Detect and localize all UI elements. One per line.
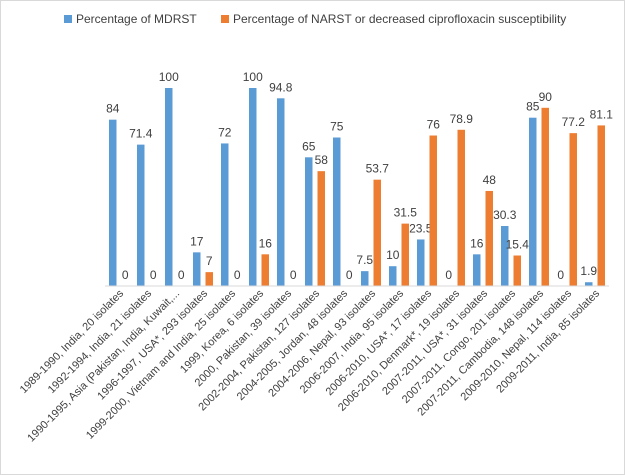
narst-value-label-12: 76 xyxy=(427,118,441,132)
mdrst-value-label-12: 23.5 xyxy=(409,221,433,235)
narst-bar-18 xyxy=(597,125,605,286)
narst-value-label-2: 0 xyxy=(150,268,157,282)
mdrst-bar-12 xyxy=(417,239,425,286)
narst-bar-6 xyxy=(261,254,269,286)
mdrst-bar-6 xyxy=(249,88,257,286)
narst-bar-12 xyxy=(429,135,437,286)
mdrst-bar-10 xyxy=(361,271,369,286)
mdrst-bar-5 xyxy=(221,143,229,286)
mdrst-value-label-5: 72 xyxy=(218,125,232,139)
narst-bar-15 xyxy=(513,255,521,286)
legend-swatch-1 xyxy=(64,15,72,23)
mdrst-value-label-10: 7.5 xyxy=(356,253,373,267)
mdrst-value-label-6: 100 xyxy=(243,70,263,84)
narst-value-label-13: 78.9 xyxy=(450,112,474,126)
mdrst-value-label-15: 30.3 xyxy=(493,208,517,222)
mdrst-value-label-14: 16 xyxy=(470,236,484,250)
narst-value-label-3: 0 xyxy=(178,268,185,282)
narst-value-label-15: 15.4 xyxy=(506,238,530,252)
narst-value-label-10: 53.7 xyxy=(366,162,390,176)
legend: Percentage of MDRST Percentage of NARST o… xyxy=(64,12,566,26)
narst-bar-10 xyxy=(373,179,381,286)
mdrst-bar-9 xyxy=(333,137,341,286)
mdrst-bar-8 xyxy=(305,157,313,286)
narst-bar-4 xyxy=(205,272,213,286)
narst-value-label-1: 0 xyxy=(122,268,129,282)
mdrst-value-label-3: 100 xyxy=(159,70,179,84)
mdrst-bar-7 xyxy=(277,98,285,286)
x-axis: 1989-1990, India, 20 isolates1992-1994, … xyxy=(18,285,609,444)
mdrst-bar-4 xyxy=(193,252,201,286)
mdrst-value-label-9: 75 xyxy=(330,120,344,134)
mdrst-value-label-1: 84 xyxy=(106,102,120,116)
narst-value-label-16: 90 xyxy=(539,90,553,104)
narst-bar-17 xyxy=(569,133,577,286)
narst-value-label-5: 0 xyxy=(234,268,241,282)
mdrst-bar-14 xyxy=(473,254,481,286)
narst-value-label-6: 16 xyxy=(259,236,273,250)
mdrst-value-label-2: 71.4 xyxy=(129,127,153,141)
narst-value-label-17: 77.2 xyxy=(562,115,586,129)
narst-value-label-18: 81.1 xyxy=(590,107,614,121)
narst-value-label-11: 31.5 xyxy=(394,206,418,220)
narst-bar-13 xyxy=(457,129,465,286)
mdrst-value-label-13: 0 xyxy=(445,268,452,282)
legend-label-1: Percentage of MDRST xyxy=(76,12,197,26)
narst-value-label-14: 48 xyxy=(483,173,497,187)
narst-bar-8 xyxy=(317,171,325,286)
mdrst-bar-3 xyxy=(165,88,173,286)
mdrst-value-label-11: 10 xyxy=(386,248,400,262)
mdrst-bar-15 xyxy=(501,226,509,286)
mdrst-bar-2 xyxy=(137,144,145,286)
mdrst-bar-1 xyxy=(109,119,117,287)
narst-value-label-8: 58 xyxy=(315,153,329,167)
narst-value-label-4: 7 xyxy=(206,254,213,268)
plot-area: 84 71.4 100 17 72 100 94.8 65 75 7.5 10 23.5 0 16 30.3… xyxy=(106,70,614,287)
legend-label-2: Percentage of NARST or decreased ciprofl… xyxy=(233,12,566,26)
mdrst-bar-16 xyxy=(529,117,537,286)
mdrst-value-label-17: 0 xyxy=(557,268,564,282)
mdrst-value-label-18: 1.9 xyxy=(580,264,597,278)
mdrst-value-label-16: 85 xyxy=(526,100,540,114)
legend-swatch-2 xyxy=(221,15,229,23)
narst-value-label-9: 0 xyxy=(346,268,353,282)
mdrst-value-label-7: 94.8 xyxy=(269,80,293,94)
narst-bar-14 xyxy=(485,190,493,286)
narst-bar-16 xyxy=(541,107,549,286)
mdrst-bar-11 xyxy=(389,266,397,286)
mdrst-value-label-8: 65 xyxy=(302,139,316,153)
narst-value-label-7: 0 xyxy=(290,268,297,282)
narst-bar-11 xyxy=(401,223,409,286)
mdrst-value-label-4: 17 xyxy=(190,234,204,248)
mdrst-bar-18 xyxy=(585,282,593,286)
